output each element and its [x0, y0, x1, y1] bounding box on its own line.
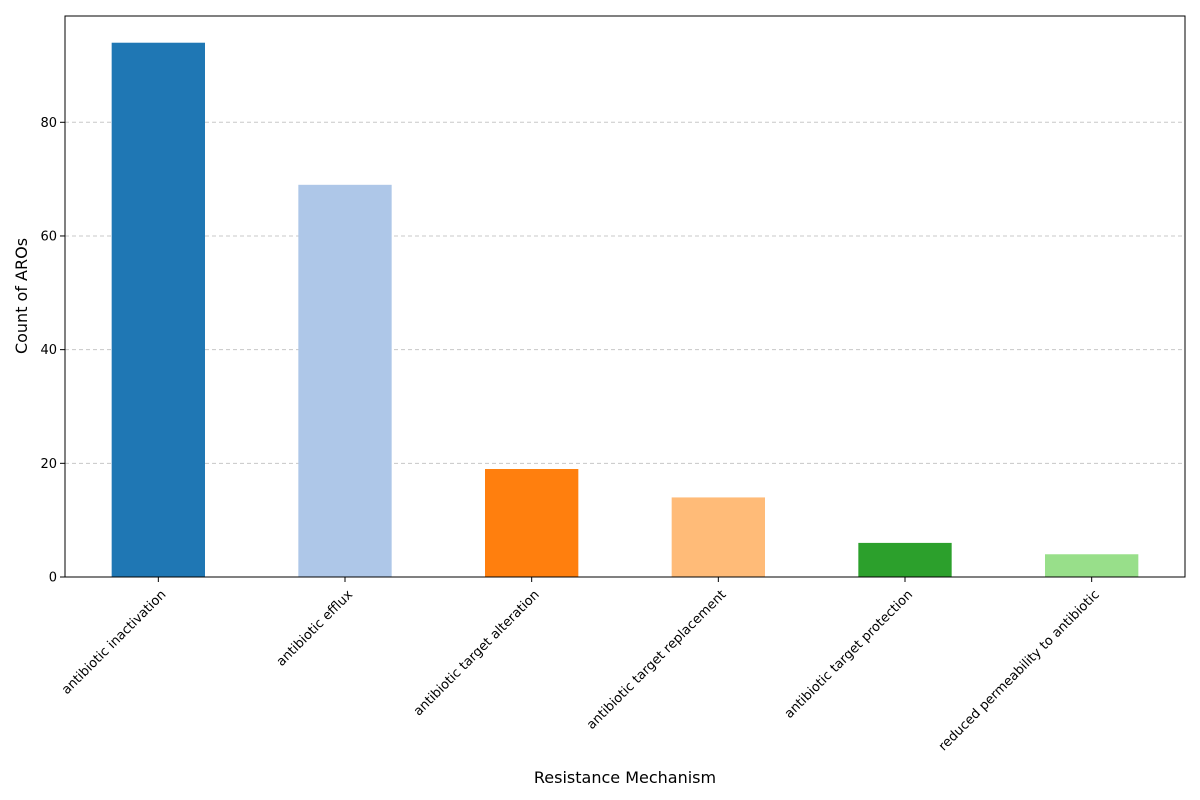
x-tick-label: reduced permeability to antibiotic — [936, 587, 1103, 754]
x-axis-label: Resistance Mechanism — [534, 768, 716, 787]
x-tick-label: antibiotic target alteration — [411, 587, 543, 719]
gridlines — [65, 121, 1185, 464]
x-tick-label: antibiotic target replacement — [584, 587, 729, 732]
bar-antibiotic-inactivation — [111, 42, 205, 577]
y-tick-label: 20 — [40, 457, 57, 472]
bar-antibiotic-target-protection — [858, 542, 952, 577]
bars — [111, 42, 1139, 577]
x-tick-label: antibiotic inactivation — [59, 587, 169, 697]
x-tick-label: antibiotic target protection — [782, 587, 916, 721]
bar-antibiotic-target-replacement — [671, 497, 765, 577]
bar-antibiotic-target-alteration — [485, 469, 579, 577]
y-tick-label: 60 — [40, 229, 57, 244]
y-tick-label: 40 — [40, 343, 57, 358]
bar-reduced-permeability-to-antibiotic — [1045, 554, 1139, 577]
y-tick-label: 80 — [40, 116, 57, 131]
x-axis-ticks: antibiotic inactivation antibiotic efflux… — [59, 577, 1103, 754]
y-axis-label: Count of AROs — [12, 238, 31, 354]
x-tick-label: antibiotic efflux — [274, 587, 356, 669]
bar-antibiotic-efflux — [298, 184, 392, 577]
y-tick-label: 0 — [49, 571, 57, 586]
y-axis-ticks: 0 20 40 60 80 — [40, 116, 65, 586]
plot-frame — [64, 15, 1186, 578]
